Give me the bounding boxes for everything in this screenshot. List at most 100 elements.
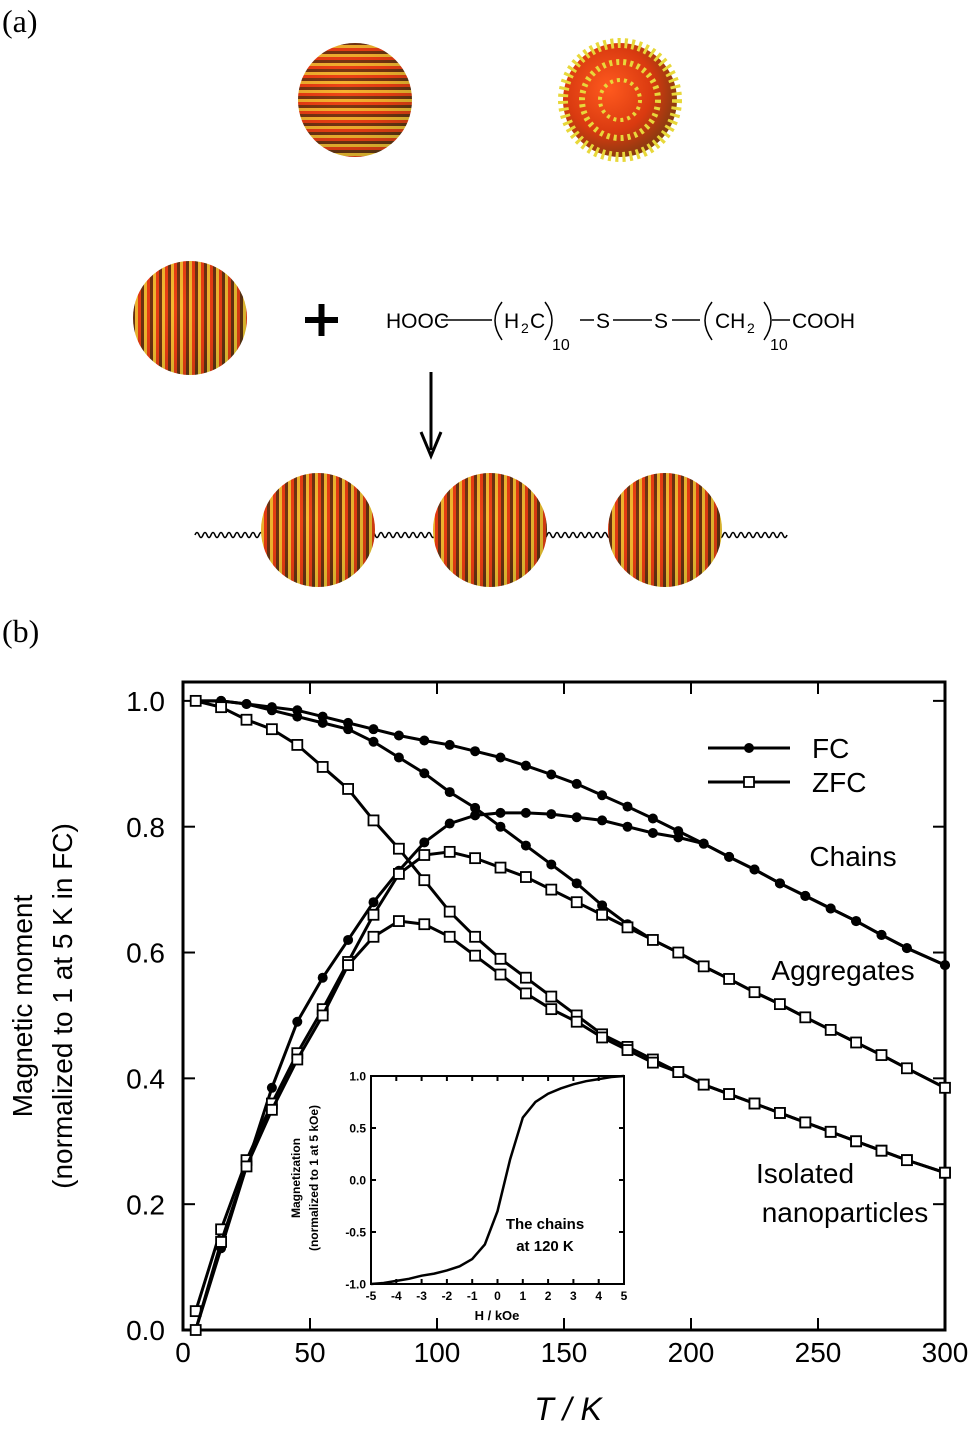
formula-part: S (654, 310, 668, 333)
x-tick-label: -5 (366, 1289, 377, 1303)
x-tick-label: -1 (467, 1289, 478, 1303)
y-tick-label: 1.0 (349, 1069, 366, 1083)
y-tick-label: 0.4 (126, 1063, 165, 1094)
data-point (343, 934, 354, 945)
x-axis-label: H / kOe (475, 1308, 520, 1323)
x-axis-label: T / K (534, 1391, 603, 1427)
data-point (368, 724, 379, 735)
y-tick-label: -0.5 (345, 1225, 366, 1239)
x-tick-label: 4 (595, 1289, 602, 1303)
data-point (597, 790, 608, 801)
data-point (520, 760, 531, 771)
x-tick-label: 0 (175, 1337, 191, 1368)
data-point (824, 1125, 837, 1138)
data-point (546, 769, 557, 780)
data-point (240, 1160, 253, 1173)
formula-part: C (530, 310, 545, 333)
data-point (443, 905, 456, 918)
y-axis-label: Magnetization (289, 1138, 303, 1218)
data-point (673, 832, 684, 843)
data-line (370, 1074, 625, 1286)
x-tick-label: 200 (668, 1337, 715, 1368)
data-point (368, 736, 379, 747)
x-tick-label: -4 (391, 1289, 402, 1303)
x-tick-label: -3 (416, 1289, 427, 1303)
data-point (799, 1011, 812, 1024)
y-axis-label: (normalized to 1 at 5 K in FC) (47, 823, 78, 1189)
y-axis-label: Magnetic moment (7, 895, 38, 1118)
data-point (875, 1049, 888, 1061)
data-point (419, 735, 430, 746)
y-axis-label: (normalized to 1 at 5 kOe) (307, 1105, 321, 1251)
annotation: Aggregates (771, 955, 914, 986)
formula-part: COOH (792, 310, 855, 333)
data-point (444, 818, 455, 829)
data-point (774, 878, 785, 889)
data-point (647, 934, 659, 946)
annotation: at 120 K (516, 1238, 574, 1255)
data-point (392, 915, 405, 927)
inset-background (371, 1076, 624, 1284)
data-point (419, 768, 430, 779)
annotation: Chains (809, 841, 896, 872)
data-point (418, 849, 431, 861)
annotation: nanoparticles (762, 1197, 929, 1228)
data-point (825, 903, 836, 914)
data-point (495, 807, 506, 818)
bracket (494, 301, 772, 341)
data-point (875, 1144, 888, 1157)
data-point (748, 986, 761, 999)
data-point (495, 821, 506, 832)
panel-label: (a) (2, 3, 38, 39)
data-point (494, 968, 507, 981)
data-point (469, 949, 482, 962)
formula: HOOC H 2 C 10 S S CH 2 10 COOH (386, 301, 855, 354)
data-point (570, 896, 583, 909)
x-tick-label: 150 (541, 1337, 588, 1368)
data-point (749, 864, 760, 875)
formula-part: 2 (521, 320, 529, 336)
formula-part: 10 (770, 337, 788, 354)
formula-part: S (596, 310, 610, 333)
data-point (470, 810, 481, 821)
data-point (723, 1088, 735, 1100)
data-point (520, 871, 532, 883)
data-point (444, 787, 455, 798)
panel-label: (b) (2, 613, 39, 649)
data-point (189, 694, 202, 707)
data-point (443, 930, 456, 943)
data-point (647, 827, 658, 838)
x-tick-label: 0 (494, 1289, 501, 1303)
formula-part: HOOC (386, 310, 449, 333)
data-point (469, 852, 482, 865)
data-point (545, 883, 558, 896)
y-tick-label: 0.5 (349, 1121, 366, 1135)
legend-label: ZFC (812, 767, 866, 798)
data-point (940, 960, 950, 971)
data-point (343, 724, 354, 735)
data-point (596, 908, 608, 921)
data-point (621, 921, 634, 934)
data-point (241, 699, 252, 710)
data-point (621, 1044, 634, 1056)
data-point (774, 1107, 786, 1119)
data-point (392, 842, 405, 855)
y-tick-label: -1.0 (345, 1277, 366, 1291)
y-tick-label: 0.6 (126, 938, 165, 969)
data-point (419, 837, 430, 848)
data-point (265, 1103, 278, 1116)
data-point (697, 1078, 710, 1091)
legend-marker (743, 776, 755, 788)
formula-part: 2 (747, 320, 755, 336)
data-point (850, 1036, 862, 1049)
data-point (571, 778, 582, 789)
data-point (494, 861, 507, 874)
data-point (723, 973, 735, 985)
data-point (393, 752, 404, 763)
data-point (520, 971, 532, 984)
data-point (317, 972, 328, 983)
formula-part: 10 (552, 337, 570, 354)
data-point (824, 1024, 837, 1036)
data-point (367, 908, 380, 921)
